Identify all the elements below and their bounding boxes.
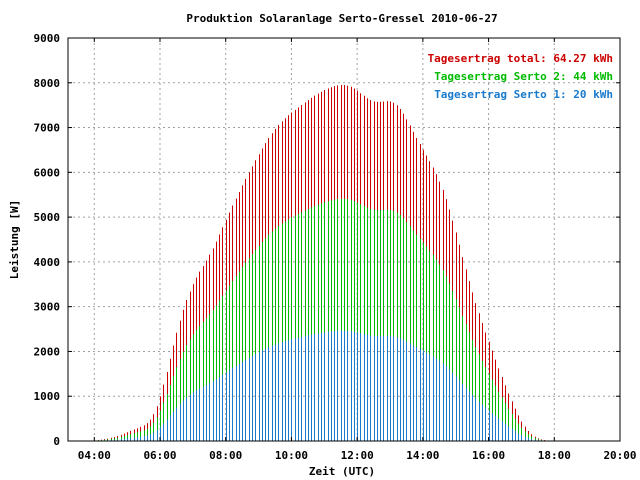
x-tick-label: 04:00 <box>78 449 111 462</box>
y-tick-label: 2000 <box>34 345 61 358</box>
x-tick-label: 18:00 <box>538 449 571 462</box>
chart-title: Produktion Solaranlage Serto-Gressel 201… <box>186 12 497 25</box>
y-tick-label: 7000 <box>34 122 61 135</box>
legend-entry: Tagesertrag total: 64.27 kWh <box>428 52 613 65</box>
series-serto-1 <box>88 330 559 441</box>
legend-entry: Tagesertrag Serto 2: 44 kWh <box>434 70 613 83</box>
y-tick-label: 1000 <box>34 390 61 403</box>
y-tick-label: 6000 <box>34 166 61 179</box>
legend-entry: Tagesertrag Serto 1: 20 kWh <box>434 88 613 101</box>
x-tick-label: 06:00 <box>143 449 176 462</box>
x-tick-label: 10:00 <box>275 449 308 462</box>
y-tick-label: 0 <box>53 435 60 448</box>
bar-series <box>88 85 562 441</box>
y-tick-label: 5000 <box>34 211 61 224</box>
x-tick-label: 08:00 <box>209 449 242 462</box>
legend: Tagesertrag total: 64.27 kWh Tagesertrag … <box>428 52 613 101</box>
y-tick-label: 3000 <box>34 301 61 314</box>
x-axis-label: Zeit (UTC) <box>309 465 375 478</box>
x-tick-label: 14:00 <box>406 449 439 462</box>
y-tick-label: 4000 <box>34 256 61 269</box>
y-tick-label: 8000 <box>34 77 61 90</box>
x-tick-label: 12:00 <box>341 449 374 462</box>
x-tick-label: 20:00 <box>603 449 636 462</box>
plot-frame <box>67 37 621 442</box>
y-axis-label: Leistung [W] <box>8 200 21 279</box>
x-tick-label: 16:00 <box>472 449 505 462</box>
y-tick-label: 9000 <box>34 32 61 45</box>
axis-ticks: 0 1000 2000 3000 4000 5000 6000 7000 8000 9000 04:… <box>34 32 637 462</box>
